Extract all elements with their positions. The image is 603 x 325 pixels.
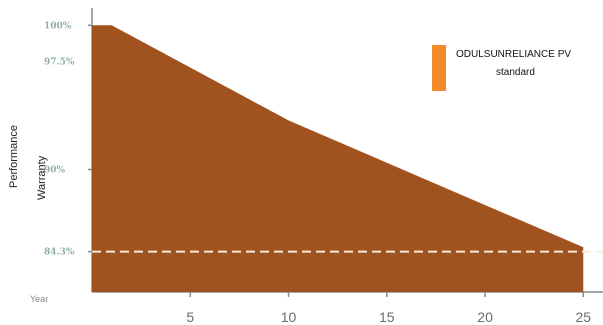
legend-label-pv: ODULSUNRELIANCE PV (456, 49, 571, 60)
x-tick-label: 5 (186, 309, 194, 325)
y-axis-label-line-1: Performance (8, 125, 20, 188)
x-tick-label: 15 (379, 309, 395, 325)
y-ticks: 100% 97.5% 90% 84.3% (44, 21, 92, 258)
y-tick-label: 84.3% (44, 248, 75, 258)
y-tick-label: 90% (44, 166, 66, 176)
legend-swatch (432, 45, 446, 91)
y-tick-label: 97.5% (44, 57, 75, 67)
x-tick-label: 20 (477, 309, 493, 325)
x-axis-label: Year (30, 294, 48, 304)
legend: ODULSUNRELIANCE PV standard (432, 45, 571, 91)
legend-label-standard: standard (496, 67, 535, 78)
y-tick-label: 100% (44, 21, 72, 31)
y-axis-label-line-2: Warranty (36, 155, 48, 200)
x-tick-label: 25 (576, 309, 592, 325)
warranty-area (92, 25, 584, 293)
x-tick-label: 10 (281, 309, 297, 325)
x-ticks: 5 10 15 20 25 (186, 292, 591, 325)
